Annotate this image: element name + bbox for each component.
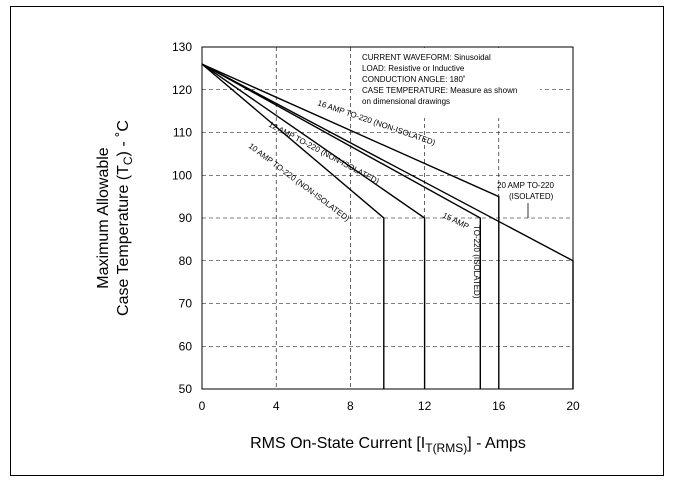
y-axis-title: Maximum Allowable Case Temperature (TC) … xyxy=(95,120,135,316)
y-tick-label: 110 xyxy=(173,126,192,140)
series-line-4 xyxy=(201,63,500,389)
x-tick-label: 16 xyxy=(492,399,506,413)
label-20amp-a: 20 AMP TO-220 xyxy=(497,181,554,190)
svg-text:Case Temperature (TC) - ˚C: Case Temperature (TC) - ˚C xyxy=(115,120,135,316)
x-tick-label: 12 xyxy=(418,399,432,413)
y-tick-label: 60 xyxy=(179,339,193,353)
note-load: LOAD: Resistive or Inductive xyxy=(362,64,465,73)
y-axis-title-line1: Maximum Allowable xyxy=(95,147,112,288)
series-line-2 xyxy=(201,63,426,389)
label-15amp-b: TO-220 (ISOLATED) xyxy=(472,225,481,299)
y-tick-label: 80 xyxy=(179,254,193,268)
note-dimensional: on dimensional drawings xyxy=(362,97,450,106)
x-axis-title-main: RMS On-State Current [I xyxy=(250,435,425,452)
series-line-3 xyxy=(201,63,481,389)
y-tick-label: 70 xyxy=(179,297,193,311)
plot-area-border xyxy=(201,46,574,390)
series-line-1 xyxy=(201,63,385,389)
x-axis-title-end: ] - Amps xyxy=(467,435,526,452)
y-axis-title-end: ) - ˚C xyxy=(115,120,132,156)
y-tick-label: 100 xyxy=(172,168,192,182)
x-axis-title-sub: T(RMS) xyxy=(425,441,467,455)
y-axis-title-line2: Case Temperature (T xyxy=(115,165,132,316)
x-tick-label: 20 xyxy=(566,399,580,413)
y-tick-label: 130 xyxy=(172,40,192,54)
label-15amp-a: 15 AMP xyxy=(441,211,470,231)
y-tick-label: 50 xyxy=(179,382,193,396)
y-tick-label: 90 xyxy=(179,211,193,225)
label-20amp-b: (ISOLATED) xyxy=(509,192,554,201)
x-axis-title: RMS On-State Current [IT(RMS)] - Amps xyxy=(250,435,526,455)
x-tick-label: 4 xyxy=(273,399,280,413)
note-conduction-angle: CONDUCTION ANGLE: 180˚ xyxy=(362,75,466,84)
note-waveform: CURRENT WAVEFORM: Sinusoidal xyxy=(362,53,491,62)
x-tick-label: 0 xyxy=(199,399,206,413)
y-axis-title-sub: C xyxy=(121,156,135,165)
tick-labels: 50 60 70 80 90 100 110 120 130 0 4 8 12 16 20 xyxy=(172,40,580,413)
x-tick-label: 8 xyxy=(347,399,354,413)
y-tick-label: 120 xyxy=(172,83,192,97)
chart-frame xyxy=(10,6,664,476)
svg-text:RMS On-State Current [IT(RMS)]: RMS On-State Current [IT(RMS)] - Amps xyxy=(250,435,526,455)
note-case-temperature: CASE TEMPERATURE: Measure as shown xyxy=(362,86,517,95)
notes-box xyxy=(356,48,540,118)
